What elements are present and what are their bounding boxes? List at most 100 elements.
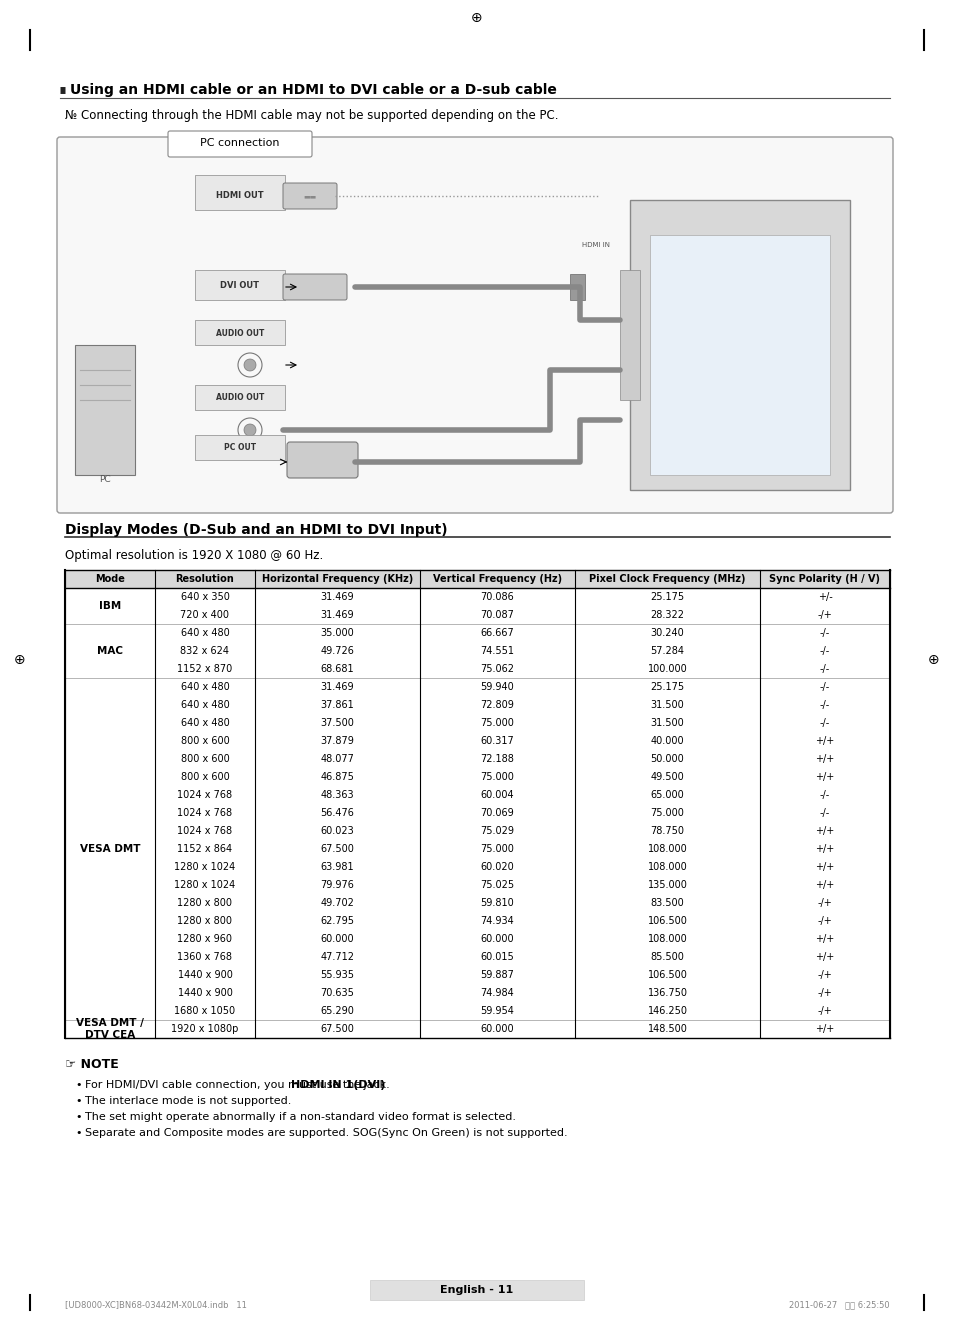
Text: 1152 x 864: 1152 x 864	[177, 844, 233, 853]
Bar	[65, 859, 889, 876]
Text: 75.000: 75.000	[480, 719, 514, 728]
Text: Separate and Composite modes are supported. SOG(Sync On Green) is not supported.: Separate and Composite modes are support…	[85, 1128, 567, 1137]
Bar	[65, 948, 889, 966]
Text: jack.: jack.	[359, 1081, 390, 1090]
Text: +/+: +/+	[815, 771, 834, 782]
Text: Display Modes (D-Sub and an HDMI to DVI Input): Display Modes (D-Sub and an HDMI to DVI …	[65, 523, 447, 538]
Text: •: •	[75, 1128, 81, 1137]
Text: English - 11: English - 11	[440, 1285, 513, 1295]
Text: +/+: +/+	[815, 754, 834, 764]
Text: 78.750: 78.750	[650, 826, 684, 836]
Bar	[619, 269, 639, 400]
Text: 1280 x 1024: 1280 x 1024	[174, 880, 235, 890]
Text: DVI OUT: DVI OUT	[220, 281, 259, 291]
Text: 70.069: 70.069	[480, 808, 514, 818]
Text: -/+: -/+	[817, 898, 832, 908]
Text: 57.284: 57.284	[650, 646, 684, 657]
Text: 800 x 600: 800 x 600	[180, 754, 229, 764]
Text: 49.726: 49.726	[320, 646, 355, 657]
Bar	[65, 569, 889, 588]
Text: 68.681: 68.681	[320, 664, 354, 674]
Text: 136.750: 136.750	[647, 988, 687, 997]
Text: 83.500: 83.500	[650, 898, 683, 908]
Text: -/-: -/-	[819, 790, 829, 801]
Text: 65.000: 65.000	[650, 790, 683, 801]
Text: +/+: +/+	[815, 1024, 834, 1034]
Text: 135.000: 135.000	[647, 880, 687, 890]
Text: 62.795: 62.795	[320, 915, 355, 926]
Text: 59.954: 59.954	[480, 1007, 514, 1016]
Text: 60.000: 60.000	[320, 934, 354, 945]
Text: 1152 x 870: 1152 x 870	[177, 664, 233, 674]
Text: IBM: IBM	[99, 601, 121, 612]
Text: +/+: +/+	[815, 844, 834, 853]
Bar	[65, 911, 889, 930]
Bar	[194, 269, 285, 300]
Text: 106.500: 106.500	[647, 915, 687, 926]
Text: +/+: +/+	[815, 826, 834, 836]
Text: 79.976: 79.976	[320, 880, 355, 890]
Text: 75.062: 75.062	[480, 664, 514, 674]
Text: PC: PC	[99, 476, 111, 485]
Text: 75.000: 75.000	[480, 771, 514, 782]
Bar	[65, 876, 889, 894]
Text: 65.290: 65.290	[320, 1007, 355, 1016]
Text: +/+: +/+	[815, 934, 834, 945]
Text: AUDIO OUT: AUDIO OUT	[215, 394, 264, 403]
Text: 1024 x 768: 1024 x 768	[177, 826, 233, 836]
Text: 40.000: 40.000	[650, 736, 683, 746]
Bar	[65, 624, 889, 642]
FancyBboxPatch shape	[168, 131, 312, 157]
Bar	[65, 786, 889, 804]
Bar	[65, 713, 889, 732]
Text: 37.500: 37.500	[320, 719, 355, 728]
Text: +/+: +/+	[815, 736, 834, 746]
Bar	[65, 840, 889, 859]
Text: 75.000: 75.000	[480, 844, 514, 853]
Text: 106.500: 106.500	[647, 970, 687, 980]
Text: HDMI IN: HDMI IN	[581, 242, 609, 248]
Text: 47.712: 47.712	[320, 952, 355, 962]
Text: 1440 x 900: 1440 x 900	[177, 970, 233, 980]
Text: -/+: -/+	[817, 970, 832, 980]
Text: 60.020: 60.020	[480, 863, 514, 872]
Bar	[569, 273, 584, 300]
Text: Mode: Mode	[95, 575, 125, 584]
Text: 25.175: 25.175	[650, 592, 684, 602]
Bar	[65, 1003, 889, 1020]
Text: 1280 x 960: 1280 x 960	[177, 934, 233, 945]
Text: Resolution: Resolution	[175, 575, 234, 584]
Bar	[65, 984, 889, 1003]
Text: 60.317: 60.317	[480, 736, 514, 746]
Text: -/-: -/-	[819, 700, 829, 709]
Text: 37.861: 37.861	[320, 700, 354, 709]
Text: 48.077: 48.077	[320, 754, 355, 764]
Text: 67.500: 67.500	[320, 844, 355, 853]
Text: Horizontal Frequency (KHz): Horizontal Frequency (KHz)	[262, 575, 413, 584]
Text: 1280 x 800: 1280 x 800	[177, 898, 233, 908]
Text: Sync Polarity (H / V): Sync Polarity (H / V)	[769, 575, 880, 584]
Text: Optimal resolution is 1920 X 1080 @ 60 Hz.: Optimal resolution is 1920 X 1080 @ 60 H…	[65, 548, 323, 561]
Bar	[194, 320, 285, 345]
Text: 832 x 624: 832 x 624	[180, 646, 230, 657]
Text: 72.188: 72.188	[480, 754, 514, 764]
Text: 30.240: 30.240	[650, 627, 683, 638]
Text: 74.984: 74.984	[480, 988, 514, 997]
Text: PC connection: PC connection	[200, 137, 279, 148]
Text: 31.500: 31.500	[650, 700, 683, 709]
Text: 108.000: 108.000	[647, 863, 687, 872]
Text: [UD8000-XC]BN68-03442M-X0L04.indb   11: [UD8000-XC]BN68-03442M-X0L04.indb 11	[65, 1300, 247, 1309]
Text: •: •	[75, 1081, 81, 1090]
Text: •: •	[75, 1096, 81, 1106]
Text: VESA DMT: VESA DMT	[80, 844, 140, 853]
Text: 70.087: 70.087	[480, 610, 514, 620]
Text: 640 x 480: 640 x 480	[180, 627, 229, 638]
Text: -/-: -/-	[819, 664, 829, 674]
Text: 25.175: 25.175	[650, 682, 684, 692]
Text: -/-: -/-	[819, 646, 829, 657]
FancyBboxPatch shape	[283, 273, 347, 300]
Text: Pixel Clock Frequency (MHz): Pixel Clock Frequency (MHz)	[589, 575, 745, 584]
Text: MAC: MAC	[97, 646, 123, 657]
Text: 67.500: 67.500	[320, 1024, 355, 1034]
Text: 49.500: 49.500	[650, 771, 683, 782]
